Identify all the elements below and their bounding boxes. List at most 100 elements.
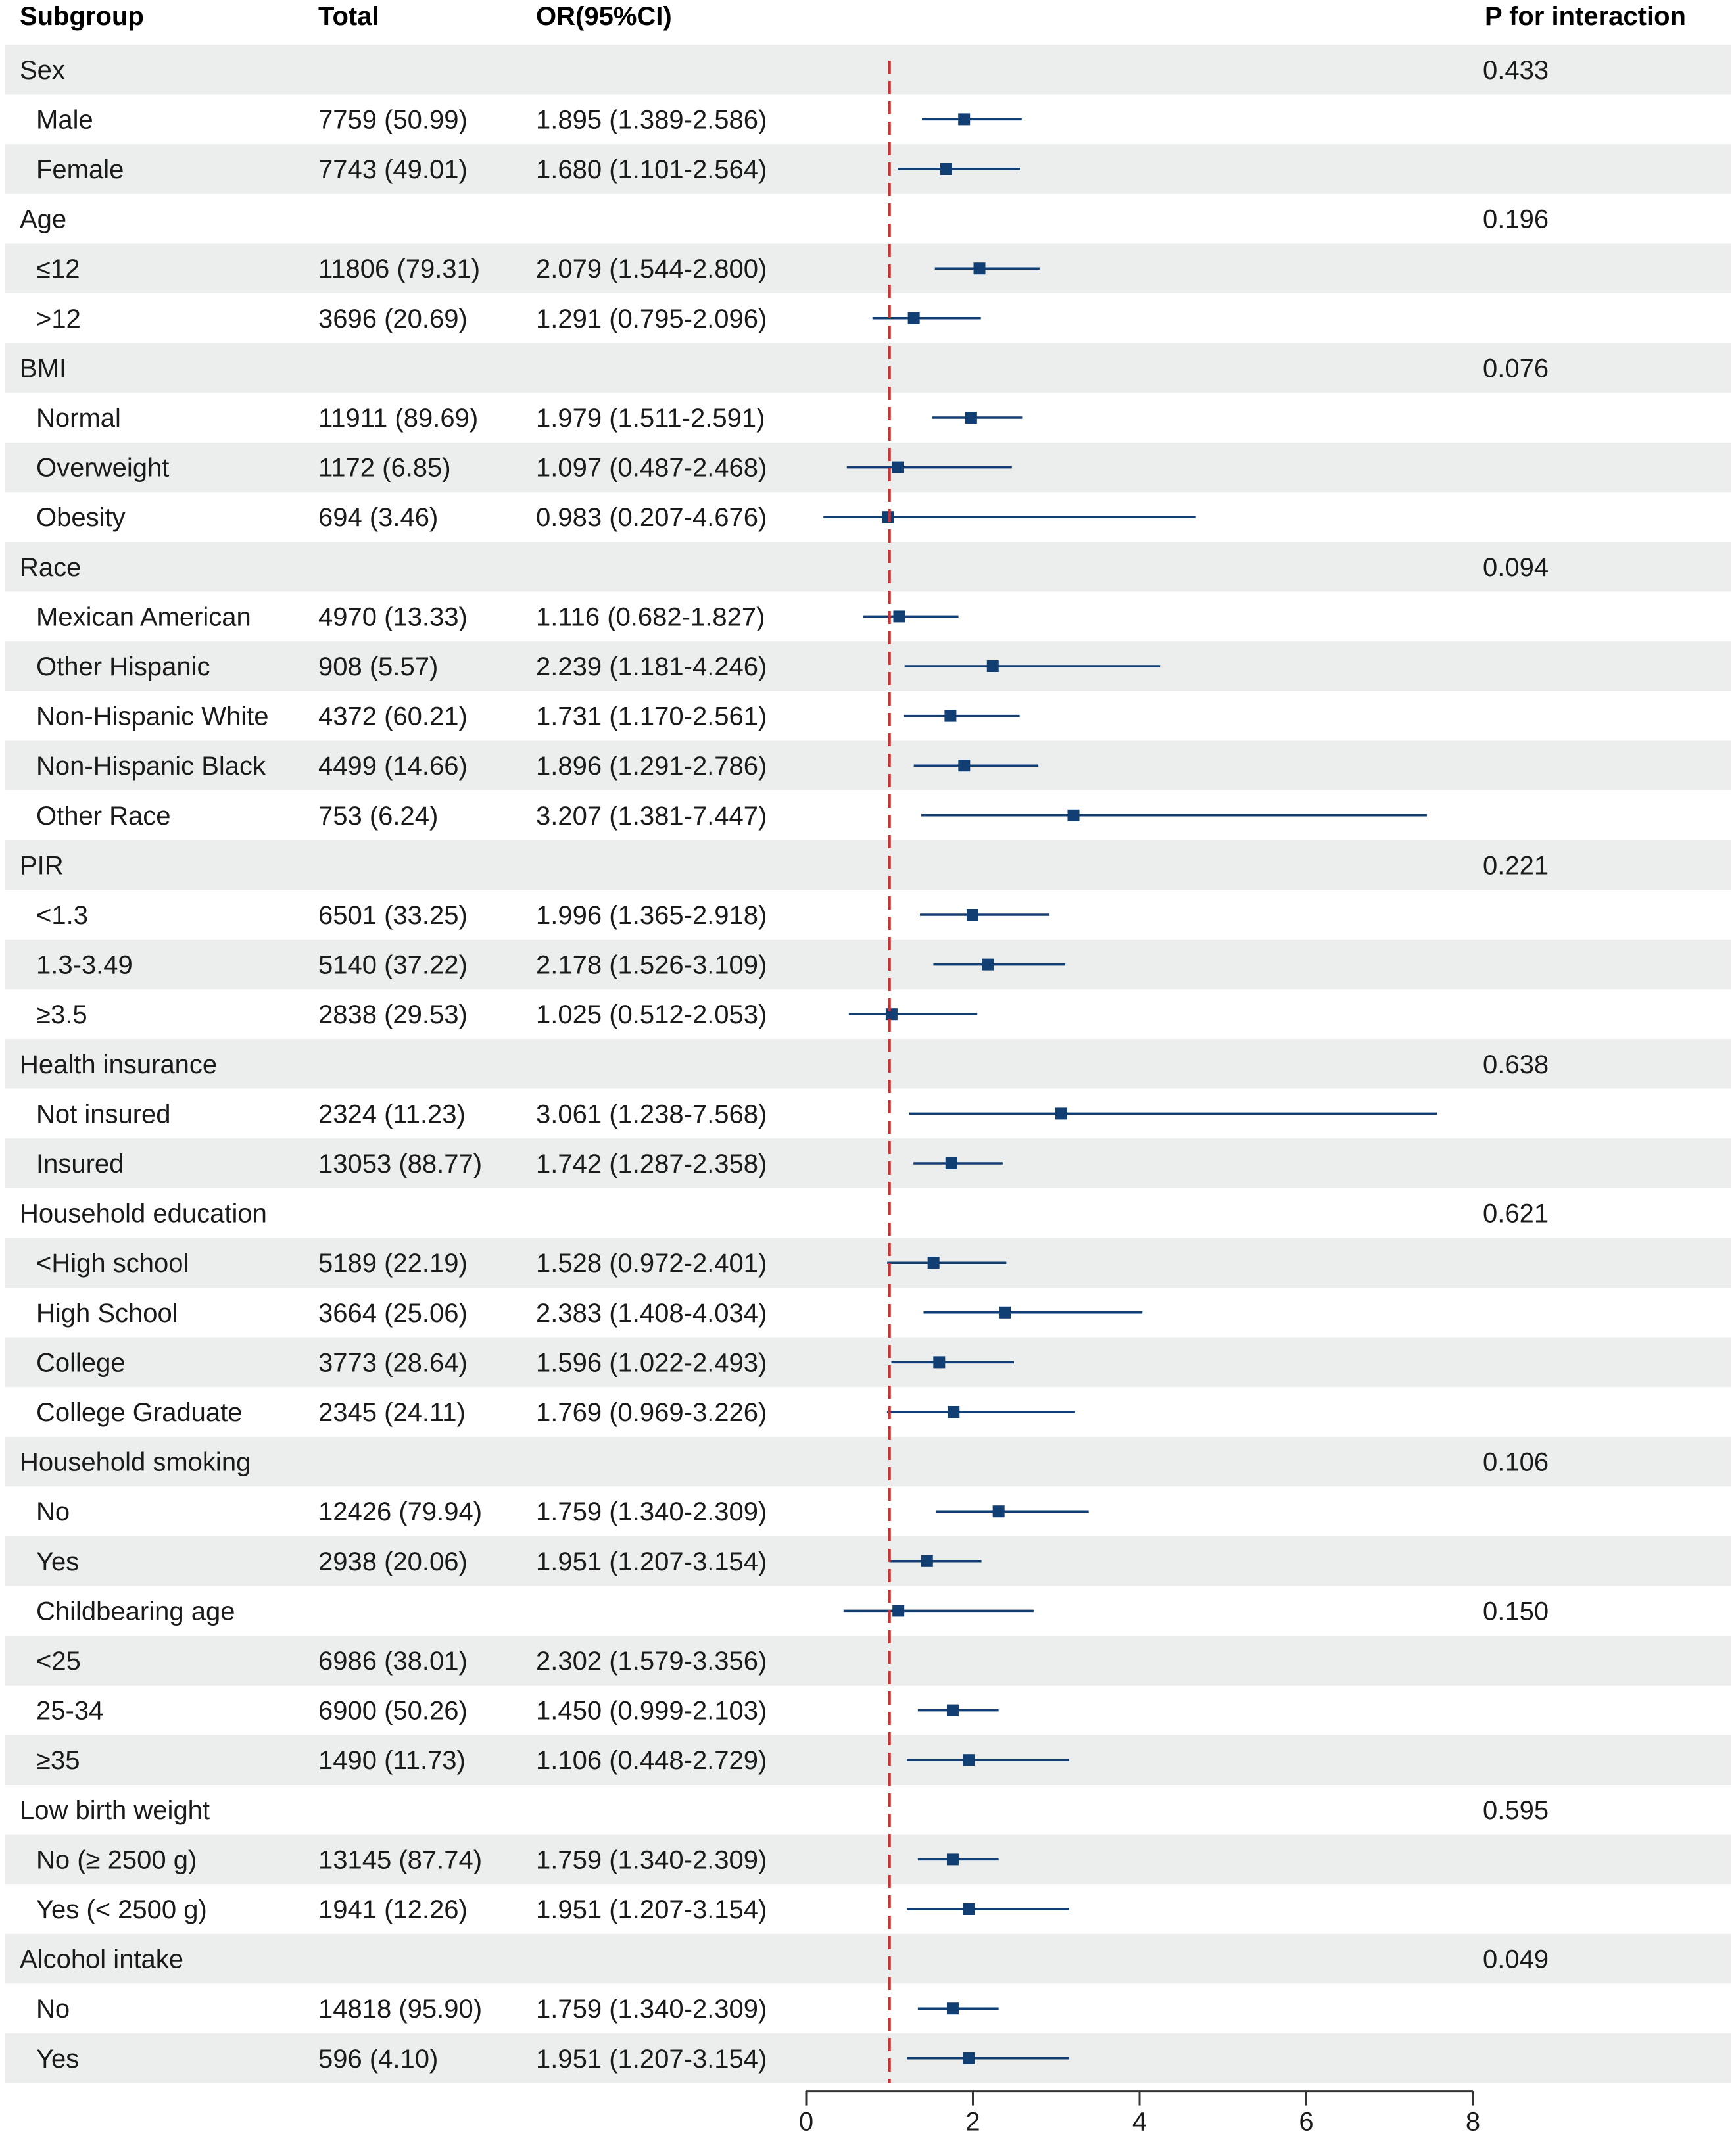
subgroup-label: <High school <box>36 1249 189 1278</box>
p-interaction-value: 0.433 <box>1483 56 1549 85</box>
group-label: Health insurance <box>20 1050 217 1079</box>
x-tick-label: 4 <box>1132 2108 1147 2136</box>
or-point <box>992 1505 1005 1518</box>
subgroup-label: No <box>36 1995 70 2024</box>
subgroup-label: Overweight <box>36 454 169 483</box>
total-value: 2324 (11.23) <box>318 1100 466 1129</box>
subgroup-label: Male <box>36 105 93 134</box>
or-ci-text: 1.769 (0.969-3.226) <box>536 1398 767 1427</box>
row-band <box>5 740 1731 790</box>
or-point <box>966 909 978 921</box>
or-point <box>958 760 971 772</box>
subgroup-label: High School <box>36 1299 178 1328</box>
subgroup-label: ≤12 <box>36 255 80 283</box>
or-point <box>940 163 952 175</box>
total-value: 2938 (20.06) <box>318 1547 468 1576</box>
or-ci-text: 1.680 (1.101-2.564) <box>536 155 767 184</box>
p-interaction-value: 0.196 <box>1483 205 1549 234</box>
total-value: 3773 (28.64) <box>318 1348 468 1377</box>
or-ci-text: 1.025 (0.512-2.053) <box>536 1000 767 1029</box>
or-point <box>944 710 957 722</box>
total-value: 2345 (24.11) <box>318 1398 466 1427</box>
x-tick-label: 6 <box>1299 2108 1313 2136</box>
group-label: PIR <box>20 851 64 880</box>
p-interaction-value: 0.595 <box>1483 1796 1549 1825</box>
p-interaction-value: 0.094 <box>1483 553 1549 582</box>
total-value: 5189 (22.19) <box>318 1249 468 1278</box>
or-point <box>945 1157 957 1169</box>
row-band <box>5 343 1731 393</box>
total-value: 2838 (29.53) <box>318 1000 468 1029</box>
total-value: 753 (6.24) <box>318 802 438 831</box>
row-band <box>5 1735 1731 1785</box>
total-value: 1490 (11.73) <box>318 1746 466 1775</box>
or-point <box>882 511 894 523</box>
total-value: 3664 (25.06) <box>318 1299 468 1328</box>
or-ci-text: 1.596 (1.022-2.493) <box>536 1348 767 1377</box>
subgroup-label: Female <box>36 155 124 184</box>
row-band <box>5 2033 1731 2083</box>
or-point <box>982 958 994 971</box>
row-band <box>5 1636 1731 1686</box>
group-label: Age <box>20 205 66 234</box>
or-point <box>999 1306 1011 1319</box>
subgroup-label: Childbearing age <box>36 1597 235 1626</box>
header-subgroup: Subgroup <box>20 2 144 31</box>
subgroup-label: Normal <box>36 404 121 433</box>
subgroup-label: <1.3 <box>36 901 88 930</box>
subgroup-label: College <box>36 1348 126 1377</box>
subgroup-label: No <box>36 1497 70 1526</box>
or-point <box>946 1853 959 1866</box>
row-band <box>5 1238 1731 1288</box>
or-ci-text: 1.759 (1.340-2.309) <box>536 1845 767 1874</box>
subgroup-label: Mexican American <box>36 602 251 631</box>
total-value: 4372 (60.21) <box>318 702 468 731</box>
forest-marks <box>823 61 1437 2083</box>
row-text: Sex 0.433 Male 7759 (50.99) 1.895 (1.389-2.5… <box>20 56 1549 2074</box>
total-value: 4970 (13.33) <box>318 602 468 631</box>
row-band <box>5 1436 1731 1487</box>
x-tick-label: 2 <box>965 2108 980 2136</box>
subgroup-label: ≥3.5 <box>36 1000 87 1029</box>
or-point <box>921 1555 933 1567</box>
header-or: OR(95%CI) <box>536 2 672 31</box>
or-point <box>892 461 904 473</box>
group-label: Sex <box>20 56 65 85</box>
total-value: 7759 (50.99) <box>318 105 468 134</box>
or-ci-text: 1.291 (0.795-2.096) <box>536 304 767 333</box>
subgroup-label: ≥35 <box>36 1746 80 1775</box>
or-point <box>963 1754 975 1766</box>
or-point <box>986 660 999 672</box>
or-point <box>927 1257 940 1269</box>
row-band <box>5 45 1731 95</box>
or-point <box>933 1356 946 1369</box>
subgroup-label: >12 <box>36 304 81 333</box>
total-value: 4499 (14.66) <box>318 752 468 781</box>
row-band <box>5 641 1731 691</box>
or-point <box>892 1605 905 1617</box>
column-headers: Subgroup Total OR(95%CI) P for interacti… <box>20 2 1686 31</box>
row-band <box>5 243 1731 293</box>
or-ci-text: 1.528 (0.972-2.401) <box>536 1249 767 1278</box>
subgroup-label: Insured <box>36 1150 124 1178</box>
group-label: Low birth weight <box>20 1796 210 1825</box>
or-point <box>965 412 977 424</box>
or-ci-text: 3.061 (1.238-7.568) <box>536 1100 767 1129</box>
subgroup-label: Yes <box>36 1547 79 1576</box>
or-ci-text: 1.996 (1.365-2.918) <box>536 901 767 930</box>
total-value: 13053 (88.77) <box>318 1150 482 1178</box>
subgroup-label: Not insured <box>36 1100 171 1129</box>
subgroup-label: Yes (< 2500 g) <box>36 1895 207 1924</box>
total-value: 13145 (87.74) <box>318 1845 482 1874</box>
total-value: 3696 (20.69) <box>318 304 468 333</box>
or-point <box>1067 809 1080 821</box>
or-ci-text: 2.239 (1.181-4.246) <box>536 652 767 681</box>
or-point <box>907 312 920 324</box>
p-interaction-value: 0.621 <box>1483 1200 1549 1228</box>
or-point <box>946 2002 959 2015</box>
row-band <box>5 840 1731 890</box>
subgroup-label: 25-34 <box>36 1697 103 1726</box>
header-total: Total <box>318 2 379 31</box>
total-value: 908 (5.57) <box>318 652 438 681</box>
